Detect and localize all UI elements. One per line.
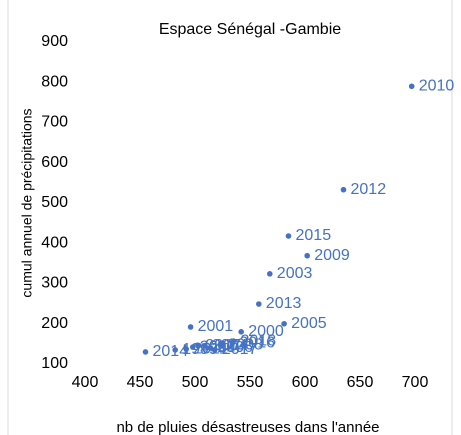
point	[340, 186, 347, 193]
point	[207, 345, 214, 351]
x-tick-label: 550	[237, 374, 264, 391]
point-label: 2016	[239, 334, 275, 351]
x-tick-label: 650	[347, 374, 374, 391]
point	[190, 344, 196, 350]
y-tick-label: 900	[41, 33, 68, 50]
point-label: 2014	[153, 343, 189, 360]
point	[217, 342, 224, 348]
point-label: 2010	[419, 77, 455, 94]
point-label: 2005	[291, 315, 327, 332]
y-tick-label: 700	[41, 114, 68, 131]
point	[285, 233, 292, 239]
point-label: 2004	[212, 337, 248, 354]
point	[183, 346, 189, 352]
point-label: 2012	[351, 181, 387, 198]
y-tick-label: 300	[41, 275, 68, 292]
point-label: 2000	[248, 323, 284, 340]
point	[238, 329, 244, 335]
x-tick-label: 700	[402, 374, 429, 391]
point	[255, 301, 262, 307]
point-label: 2002	[200, 338, 236, 355]
point-label: 2015	[296, 227, 332, 244]
point-label: 2017	[222, 341, 258, 358]
point-label: 2003	[277, 265, 313, 282]
point-label: 2011	[193, 340, 228, 357]
point-label: 1999	[182, 341, 218, 358]
point	[230, 338, 237, 344]
y-tick-label: 600	[41, 154, 68, 171]
y-axis-label: cumul annuel de précipitations	[19, 108, 35, 297]
point	[172, 347, 178, 353]
point	[202, 343, 208, 349]
chart-title: Espace Sénégal -Gambie	[159, 21, 341, 38]
y-tick-label: 500	[41, 194, 68, 211]
point	[212, 347, 218, 353]
point-label: 2013	[266, 295, 302, 312]
point	[304, 252, 311, 259]
point	[195, 343, 202, 349]
point	[267, 271, 273, 277]
x-axis-label: nb de pluies désastreuses dans l'année	[116, 419, 379, 435]
point	[187, 324, 194, 330]
y-tick-label: 100	[41, 355, 68, 372]
x-tick-label: 600	[292, 374, 319, 391]
y-tick-label: 200	[41, 315, 68, 332]
x-tick-label: 400	[72, 374, 99, 391]
y-tick-label: 800	[41, 73, 68, 90]
point	[408, 83, 415, 90]
point-label: 2001	[198, 318, 234, 335]
point	[281, 320, 287, 327]
point-label: 2006	[217, 339, 253, 356]
x-tick-label: 450	[127, 374, 154, 391]
point-label: 2018	[241, 332, 277, 349]
point	[142, 349, 149, 355]
point-label: 2009	[314, 247, 350, 264]
y-tick-label: 400	[41, 234, 68, 251]
x-tick-label: 500	[182, 374, 209, 391]
